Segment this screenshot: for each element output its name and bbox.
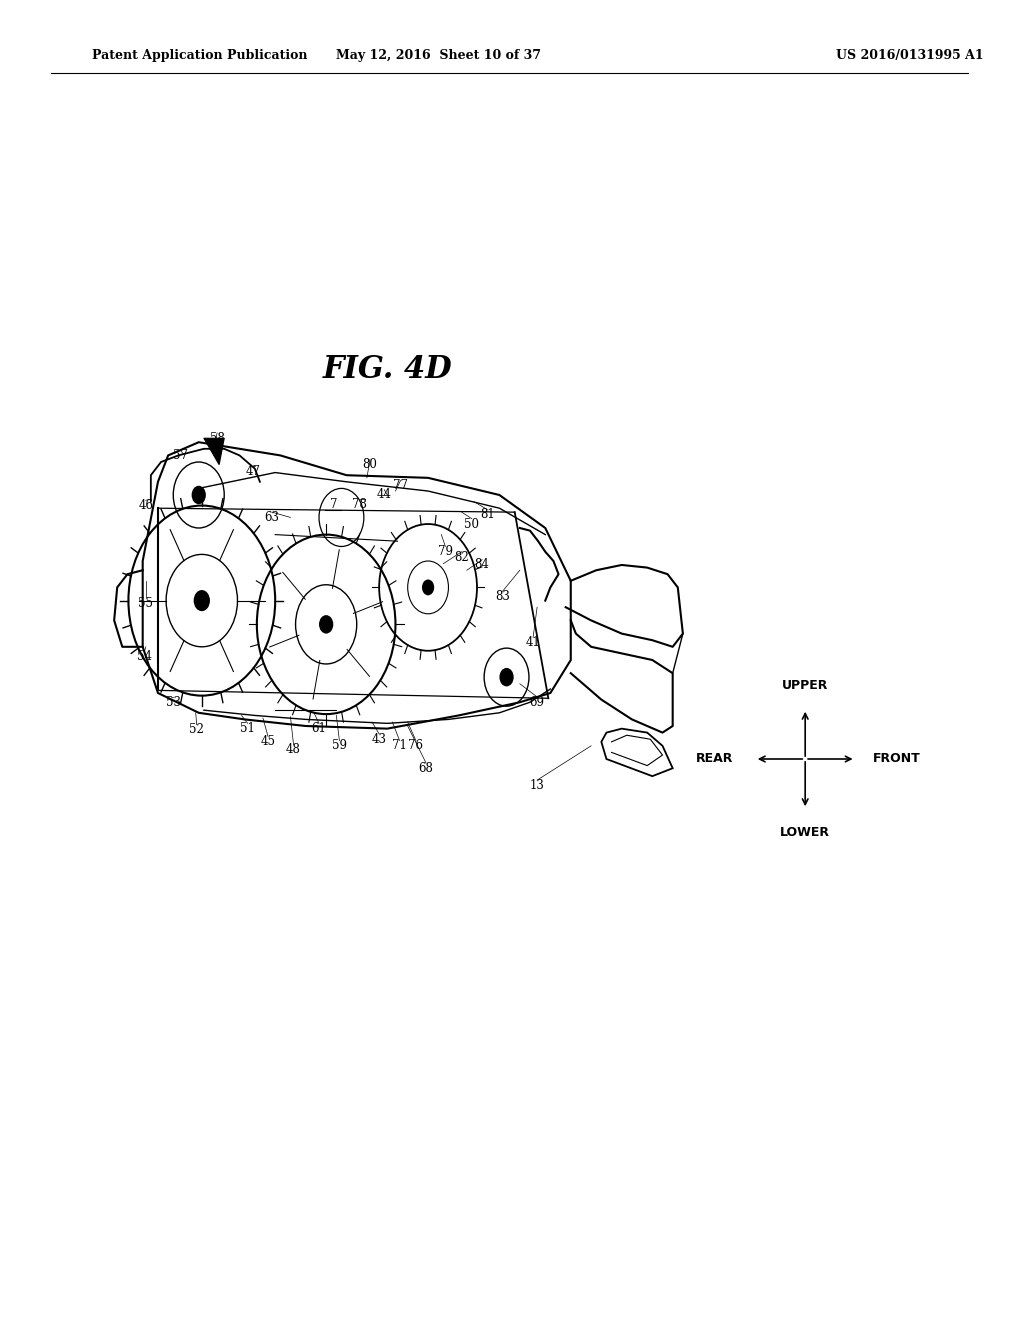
Text: 58: 58 <box>210 432 224 445</box>
Polygon shape <box>204 438 224 465</box>
Text: FRONT: FRONT <box>872 752 921 766</box>
Text: 59: 59 <box>332 739 347 752</box>
Text: FIG. 4D: FIG. 4D <box>323 354 453 385</box>
Text: 80: 80 <box>362 458 378 471</box>
Text: 81: 81 <box>480 508 495 521</box>
Text: 83: 83 <box>495 590 510 603</box>
Text: Patent Application Publication: Patent Application Publication <box>92 49 307 62</box>
Text: 79: 79 <box>438 545 453 558</box>
Text: 13: 13 <box>529 779 545 792</box>
Text: 53: 53 <box>166 696 181 709</box>
Text: UPPER: UPPER <box>782 678 828 692</box>
Text: 76: 76 <box>409 739 423 752</box>
Text: US 2016/0131995 A1: US 2016/0131995 A1 <box>836 49 983 62</box>
Circle shape <box>500 668 514 686</box>
Text: 52: 52 <box>189 723 204 737</box>
Text: 57: 57 <box>173 449 187 462</box>
Text: 45: 45 <box>260 735 275 748</box>
Text: 51: 51 <box>241 722 255 735</box>
Text: 7: 7 <box>330 498 337 511</box>
Text: 68: 68 <box>419 762 433 775</box>
Text: 82: 82 <box>455 550 469 564</box>
Text: REAR: REAR <box>695 752 733 766</box>
Text: 44: 44 <box>377 488 392 502</box>
Text: 63: 63 <box>264 511 280 524</box>
Circle shape <box>194 590 210 611</box>
Text: 54: 54 <box>137 649 153 663</box>
Text: 50: 50 <box>465 517 479 531</box>
Text: 77: 77 <box>393 479 408 492</box>
Circle shape <box>422 579 434 595</box>
Text: 61: 61 <box>311 722 327 735</box>
Text: 48: 48 <box>286 743 301 756</box>
Text: May 12, 2016  Sheet 10 of 37: May 12, 2016 Sheet 10 of 37 <box>336 49 541 62</box>
Text: 47: 47 <box>246 465 260 478</box>
Text: 69: 69 <box>529 696 545 709</box>
Text: 71: 71 <box>392 739 407 752</box>
Text: 84: 84 <box>475 558 489 572</box>
Text: 43: 43 <box>372 733 387 746</box>
Text: 55: 55 <box>138 597 154 610</box>
Text: 46: 46 <box>138 499 154 512</box>
Circle shape <box>191 486 206 504</box>
Text: LOWER: LOWER <box>780 826 830 840</box>
Text: 41: 41 <box>525 636 541 649</box>
Circle shape <box>319 615 333 634</box>
Text: 78: 78 <box>352 498 368 511</box>
